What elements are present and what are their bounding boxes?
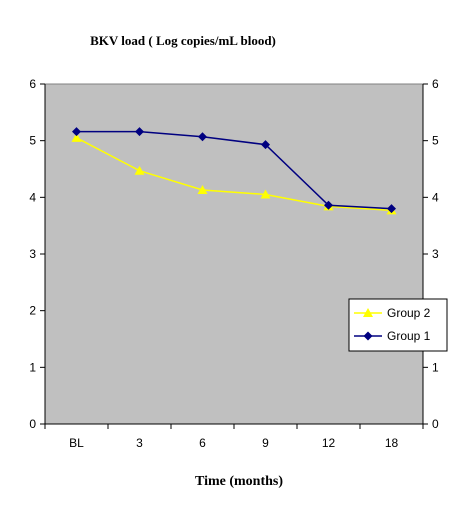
legend-marker: [363, 331, 373, 341]
y-tick-label-left: 6: [29, 77, 36, 91]
data-point: [71, 132, 82, 142]
legend-marker: [363, 308, 373, 317]
y-tick-label-left: 4: [29, 190, 36, 204]
legend-box: [348, 298, 448, 352]
series-line: [76, 137, 392, 212]
x-tick-label: 6: [199, 436, 206, 450]
y-tick-label-left: 2: [29, 304, 36, 318]
y-tick-label-left: 0: [29, 417, 36, 431]
legend-label: Group 1: [387, 329, 431, 343]
y-tick-label-right: 4: [432, 190, 439, 204]
data-point: [134, 165, 145, 175]
data-point: [197, 184, 208, 194]
x-tick-label: 3: [136, 436, 143, 450]
y-tick-label-right: 3: [432, 247, 439, 261]
data-point: [198, 132, 207, 142]
series-layer: [71, 127, 397, 215]
series-line: [76, 130, 392, 210]
y-tick-label-left: 5: [29, 134, 36, 148]
y-tick-label-right: 5: [432, 134, 439, 148]
y-tick-label-left: 1: [29, 360, 36, 374]
x-tick-label: BL: [69, 436, 84, 450]
data-point: [260, 189, 271, 199]
y-tick-label-left: 3: [29, 247, 36, 261]
series-2: [72, 127, 396, 214]
y-tick-label-right: 0: [432, 417, 439, 431]
data-point: [261, 140, 270, 150]
y-tick-label-right: 1: [432, 360, 439, 374]
data-point: [135, 127, 144, 137]
y-tick-label-right: 6: [432, 77, 439, 91]
data-point: [72, 127, 81, 137]
data-point: [387, 204, 396, 214]
x-axis-label: Time (months): [195, 474, 283, 489]
chart-title: BKV load ( Log copies/mL blood): [90, 33, 276, 48]
legend-label: Group 2: [387, 306, 431, 320]
data-point: [324, 200, 333, 210]
axes: 00112233445566BL3691218: [29, 77, 439, 450]
x-tick-label: 9: [262, 436, 269, 450]
legend: Group 2 Group 1: [348, 298, 448, 352]
x-tick-label: 18: [385, 436, 399, 450]
x-tick-label: 12: [322, 436, 336, 450]
plot-area: [44, 83, 424, 425]
